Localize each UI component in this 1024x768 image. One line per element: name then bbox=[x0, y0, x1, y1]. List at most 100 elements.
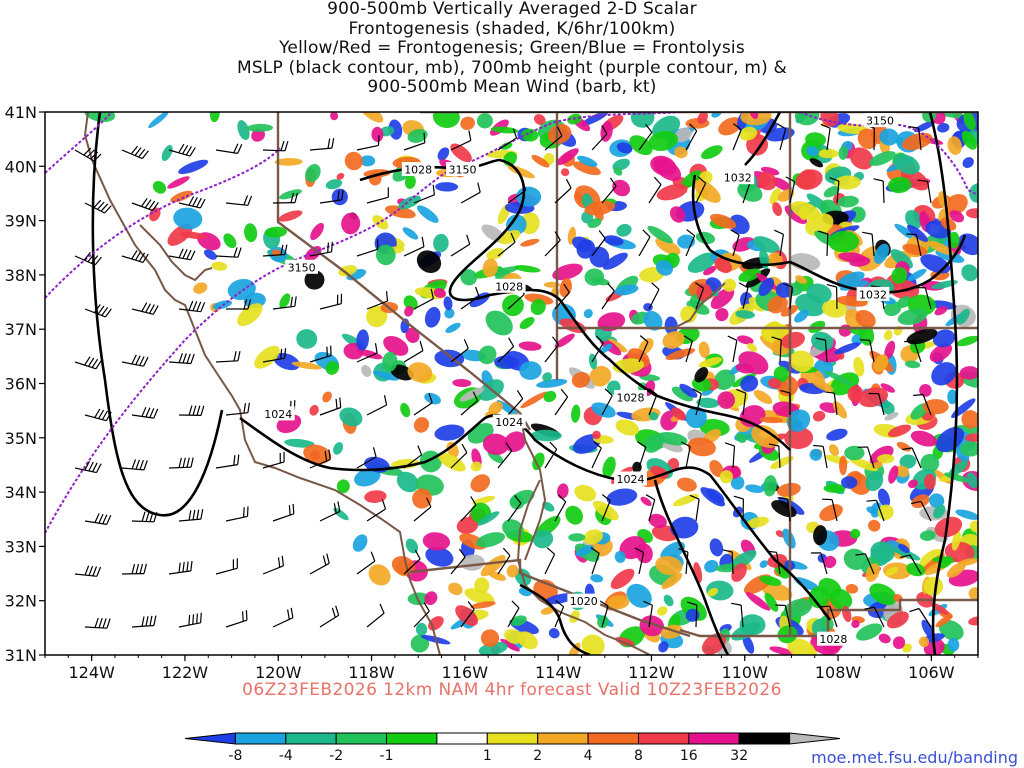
lon-tick-label: 114W bbox=[535, 663, 582, 682]
frontogenesis-cell bbox=[309, 404, 319, 416]
wind-barb-feather bbox=[475, 286, 480, 297]
lat-tick-label: 40N bbox=[5, 157, 37, 176]
wind-barb-feather bbox=[200, 405, 205, 416]
frontogenesis-cell bbox=[809, 448, 822, 461]
wind-barb-feather bbox=[138, 252, 146, 262]
frontogenesis-cell bbox=[898, 543, 910, 553]
wind-barb bbox=[695, 393, 702, 416]
frontogenesis-cell bbox=[517, 631, 538, 650]
frontogenesis-cell bbox=[424, 591, 438, 606]
wind-barb-feather bbox=[131, 250, 138, 260]
wind-barb-feather bbox=[190, 353, 195, 364]
frontogenesis-cell bbox=[385, 205, 416, 219]
frontogenesis-cell bbox=[310, 222, 324, 241]
wind-barb-feather bbox=[337, 190, 340, 201]
wind-barb-feather bbox=[637, 441, 647, 448]
wind-barb bbox=[685, 130, 698, 151]
colorbar-tick-label: 8 bbox=[634, 748, 643, 764]
wind-barb bbox=[366, 508, 386, 522]
frontogenesis-cell bbox=[847, 385, 864, 402]
frontogenesis-cell bbox=[759, 560, 768, 568]
wind-barb bbox=[742, 182, 751, 204]
wind-barb-feather bbox=[190, 457, 194, 468]
wind-barb-feather bbox=[92, 462, 98, 473]
frontogenesis-cell bbox=[824, 370, 853, 386]
frontogenesis-cell bbox=[751, 424, 780, 448]
frontogenesis-cell bbox=[696, 397, 720, 409]
frontogenesis-cell bbox=[584, 200, 616, 216]
wind-barb bbox=[554, 187, 572, 204]
wind-barb-feather bbox=[472, 391, 479, 401]
wind-barb-feather bbox=[736, 388, 746, 394]
frontogenesis-cell bbox=[482, 433, 510, 455]
wind-barb bbox=[497, 555, 511, 575]
frontogenesis-cell bbox=[274, 158, 303, 166]
wind-barb-feather bbox=[819, 605, 830, 608]
frontogenesis-cell bbox=[506, 214, 527, 235]
wind-barb-feather bbox=[426, 497, 432, 508]
frontogenesis-cell bbox=[921, 619, 935, 639]
wind-barb-feather bbox=[237, 144, 243, 154]
wind-barb bbox=[403, 350, 424, 363]
frontogenesis-cell bbox=[711, 112, 722, 118]
wind-barb-feather bbox=[98, 513, 104, 524]
frontogenesis-cell bbox=[382, 351, 398, 372]
wind-barb-feather bbox=[339, 397, 342, 408]
frontogenesis-cell bbox=[597, 312, 626, 332]
wind-barb bbox=[909, 554, 922, 575]
frontogenesis-cell bbox=[714, 257, 732, 274]
wind-barb-feather bbox=[84, 356, 91, 366]
frontogenesis-cell bbox=[336, 172, 345, 180]
wind-barb-feather bbox=[185, 146, 193, 156]
frontogenesis-cell bbox=[677, 234, 696, 249]
wind-barb-feather bbox=[131, 563, 136, 574]
wind-barb bbox=[695, 288, 705, 310]
frontogenesis-cell bbox=[161, 145, 173, 161]
wind-barb-feather bbox=[190, 250, 196, 261]
wind-barb-feather bbox=[727, 335, 738, 341]
wind-barb-feather bbox=[731, 602, 742, 606]
wind-barb-feather bbox=[290, 607, 294, 618]
wind-barb bbox=[225, 515, 248, 522]
lat-tick-label: 38N bbox=[5, 266, 37, 285]
mslp-contour bbox=[359, 158, 791, 451]
wind-barb bbox=[413, 402, 433, 416]
frontogenesis-cell bbox=[547, 124, 572, 144]
wind-barb-feather bbox=[470, 496, 477, 506]
frontogenesis-cell bbox=[577, 155, 598, 167]
mslp-label: 1024 bbox=[264, 408, 292, 421]
frontogenesis-cell bbox=[790, 201, 821, 221]
lon-tick-label: 124W bbox=[68, 663, 115, 682]
wind-barb bbox=[824, 340, 828, 363]
frontogenesis-cell bbox=[460, 554, 485, 571]
height-label-bg bbox=[863, 113, 897, 128]
wind-barb-feather bbox=[145, 511, 150, 522]
height-label-bg bbox=[446, 162, 479, 176]
wind-barb-feather bbox=[328, 449, 331, 460]
frontogenesis-cell bbox=[877, 454, 895, 464]
wind-barb-feather bbox=[381, 499, 387, 510]
frontogenesis-cell bbox=[718, 117, 742, 136]
frontogenesis-cell bbox=[795, 275, 807, 284]
wind-barb-feather bbox=[105, 411, 112, 421]
frontogenesis-cell bbox=[464, 588, 495, 605]
lat-tick-label: 34N bbox=[5, 483, 37, 502]
wind-barb-feather bbox=[145, 616, 149, 627]
wind-barb-feather bbox=[326, 553, 330, 564]
wind-barb-feather bbox=[152, 201, 159, 211]
frontogenesis-cell bbox=[643, 310, 663, 331]
frontogenesis-cell bbox=[647, 225, 673, 244]
frontogenesis-cell bbox=[278, 210, 303, 222]
colorbar-swatch bbox=[285, 732, 337, 745]
wind-barb-feather bbox=[233, 351, 237, 362]
wind-barb-feather bbox=[502, 547, 511, 556]
credit-url[interactable]: moe.met.fsu.edu/banding bbox=[811, 748, 1018, 767]
frontogenesis-cell bbox=[735, 310, 755, 319]
wind-barb-feather bbox=[143, 356, 149, 367]
frontogenesis-cell bbox=[575, 545, 595, 557]
frontogenesis-cell bbox=[742, 634, 755, 654]
wind-barb-feather bbox=[560, 388, 569, 398]
wind-barb bbox=[215, 567, 238, 575]
wind-barb bbox=[831, 499, 838, 522]
frontogenesis-cell bbox=[767, 378, 782, 389]
